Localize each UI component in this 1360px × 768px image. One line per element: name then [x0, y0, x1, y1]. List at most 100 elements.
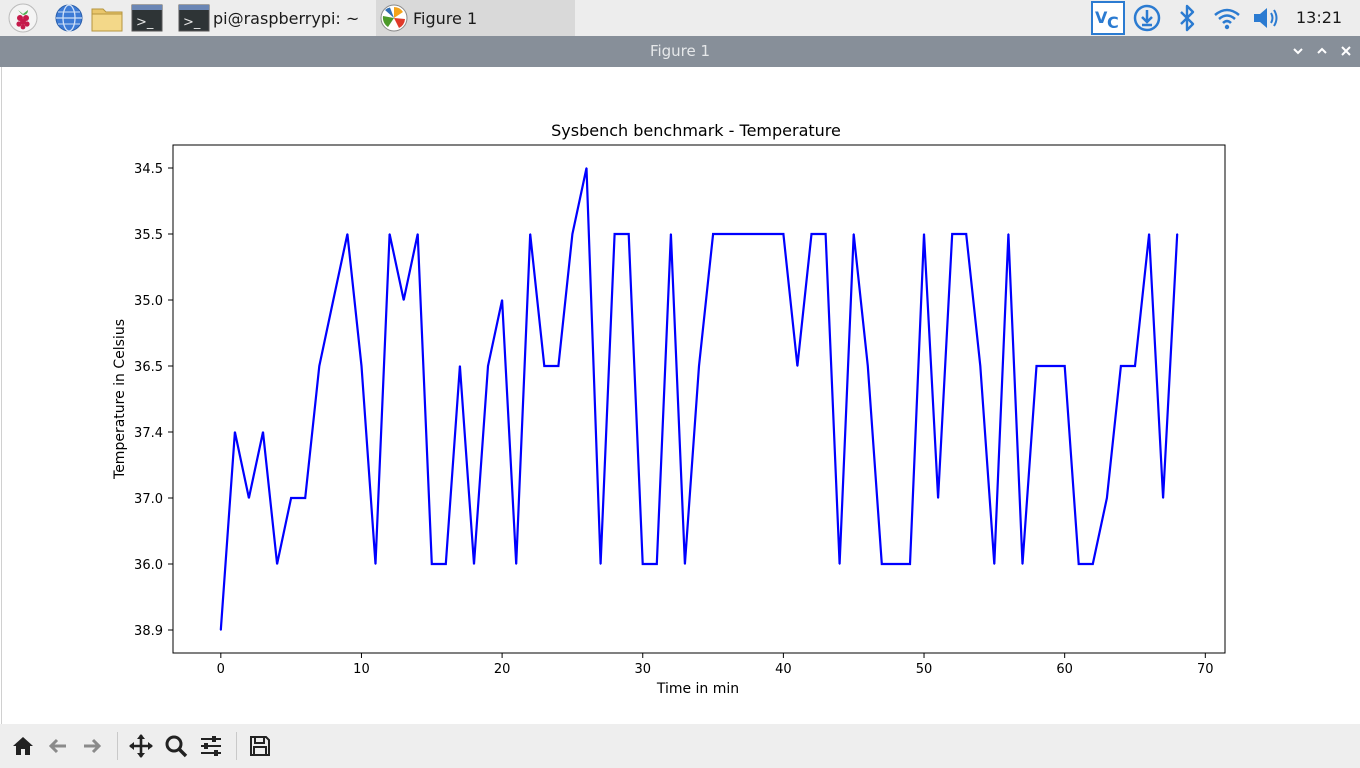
figure-canvas[interactable]: Sysbench benchmark - Temperature 0 10 20 30…	[1, 67, 1360, 724]
svg-text:>_: >_	[136, 15, 154, 30]
data-point	[684, 563, 686, 565]
matplotlib-icon	[379, 3, 409, 33]
data-point	[726, 233, 728, 235]
data-point	[1063, 365, 1066, 367]
home-icon	[13, 737, 33, 755]
data-point	[852, 233, 855, 235]
terminal-icon[interactable]: >_	[131, 2, 163, 34]
data-point	[670, 233, 672, 235]
data-point	[1035, 365, 1038, 367]
save-button[interactable]	[245, 732, 275, 760]
pan-button[interactable]	[126, 732, 156, 760]
back-button[interactable]	[43, 732, 73, 760]
x-tick-label: 60	[1056, 662, 1073, 677]
minimize-button[interactable]	[1289, 42, 1307, 60]
bluetooth-icon[interactable]	[1171, 2, 1203, 34]
x-tick-label: 0	[217, 662, 225, 677]
data-point	[543, 365, 546, 367]
data-point	[1077, 563, 1080, 565]
data-point	[501, 299, 503, 301]
data-point	[641, 563, 644, 565]
data-point	[1148, 233, 1150, 235]
x-tick-label: 50	[916, 662, 933, 677]
window-titlebar[interactable]: Figure 1	[0, 36, 1360, 67]
y-tick-label: 34.5	[134, 162, 163, 177]
back-icon	[48, 738, 66, 754]
data-point	[937, 497, 939, 499]
data-point	[881, 563, 883, 565]
data-point	[627, 233, 630, 235]
chevron-down-icon	[1293, 48, 1303, 55]
data-point	[459, 365, 461, 367]
figure-toolbar	[0, 724, 1360, 768]
data-point	[402, 299, 405, 301]
task-label: Figure 1	[413, 8, 478, 28]
wifi-icon[interactable]	[1211, 2, 1243, 34]
close-button[interactable]	[1337, 42, 1355, 60]
data-point	[290, 497, 292, 499]
task-terminal[interactable]: >_ pi@raspberrypi: ~	[176, 0, 374, 36]
data-point	[262, 431, 264, 433]
data-point	[318, 365, 321, 367]
data-point	[1120, 365, 1122, 367]
y-axis: 38.9 36.0 37.0 37.4 36.5 35.0 35.5 34.5	[134, 162, 173, 639]
close-icon	[1341, 46, 1351, 56]
browser-icon[interactable]	[53, 2, 85, 34]
svg-text:V: V	[1095, 8, 1108, 27]
data-point	[1091, 563, 1094, 565]
task-figure[interactable]: Figure 1	[376, 0, 575, 36]
series-layer	[219, 167, 1179, 631]
x-tick-label: 40	[775, 662, 792, 677]
data-point	[515, 563, 517, 565]
svg-text:>_: >_	[183, 15, 201, 30]
x-tick-label: 30	[634, 662, 651, 677]
data-point	[599, 563, 602, 565]
data-point	[866, 365, 869, 367]
y-axis-label: Temperature in Celsius	[112, 319, 128, 480]
maximize-button[interactable]	[1313, 42, 1331, 60]
x-axis-label: Time in min	[656, 681, 739, 697]
data-point	[951, 233, 953, 235]
data-point	[374, 563, 377, 565]
temperature-line	[219, 167, 1179, 631]
y-tick-label: 35.5	[134, 228, 163, 243]
data-point	[613, 233, 616, 235]
y-tick-label: 35.0	[134, 294, 163, 309]
raspberry-menu-icon[interactable]	[7, 2, 39, 34]
data-point	[248, 497, 250, 499]
configure-subplots-button[interactable]	[196, 732, 226, 760]
x-tick-label: 20	[494, 662, 511, 677]
data-point	[838, 563, 841, 565]
chevron-up-icon	[1317, 47, 1327, 54]
home-button[interactable]	[8, 732, 38, 760]
zoom-button[interactable]	[161, 732, 191, 760]
clock[interactable]: 13:21	[1296, 8, 1343, 27]
forward-button[interactable]	[77, 732, 107, 760]
data-point	[909, 563, 911, 565]
file-manager-icon[interactable]	[91, 2, 123, 34]
x-tick-label: 70	[1197, 662, 1214, 677]
data-point	[895, 563, 897, 565]
volume-icon[interactable]	[1251, 2, 1283, 34]
data-point	[529, 233, 532, 235]
chart-title: Sysbench benchmark - Temperature	[551, 121, 841, 140]
temperature-chart[interactable]: Sysbench benchmark - Temperature 0 10 20 30…	[2, 67, 1360, 724]
data-point	[965, 233, 968, 235]
toolbar-separator	[236, 732, 237, 760]
vnc-icon[interactable]: V C	[1091, 1, 1125, 35]
data-point	[1134, 365, 1136, 367]
data-point	[360, 365, 363, 367]
data-point	[487, 365, 489, 367]
data-point	[585, 167, 588, 169]
data-point	[1021, 563, 1024, 565]
updater-icon[interactable]	[1131, 2, 1163, 34]
data-point	[473, 563, 475, 565]
data-point	[698, 365, 700, 367]
y-tick-label: 37.4	[134, 426, 163, 441]
data-point	[993, 563, 996, 565]
data-point	[979, 365, 982, 367]
data-point	[1049, 365, 1052, 367]
data-point	[923, 233, 925, 235]
data-point	[571, 233, 574, 235]
data-point	[656, 563, 658, 565]
